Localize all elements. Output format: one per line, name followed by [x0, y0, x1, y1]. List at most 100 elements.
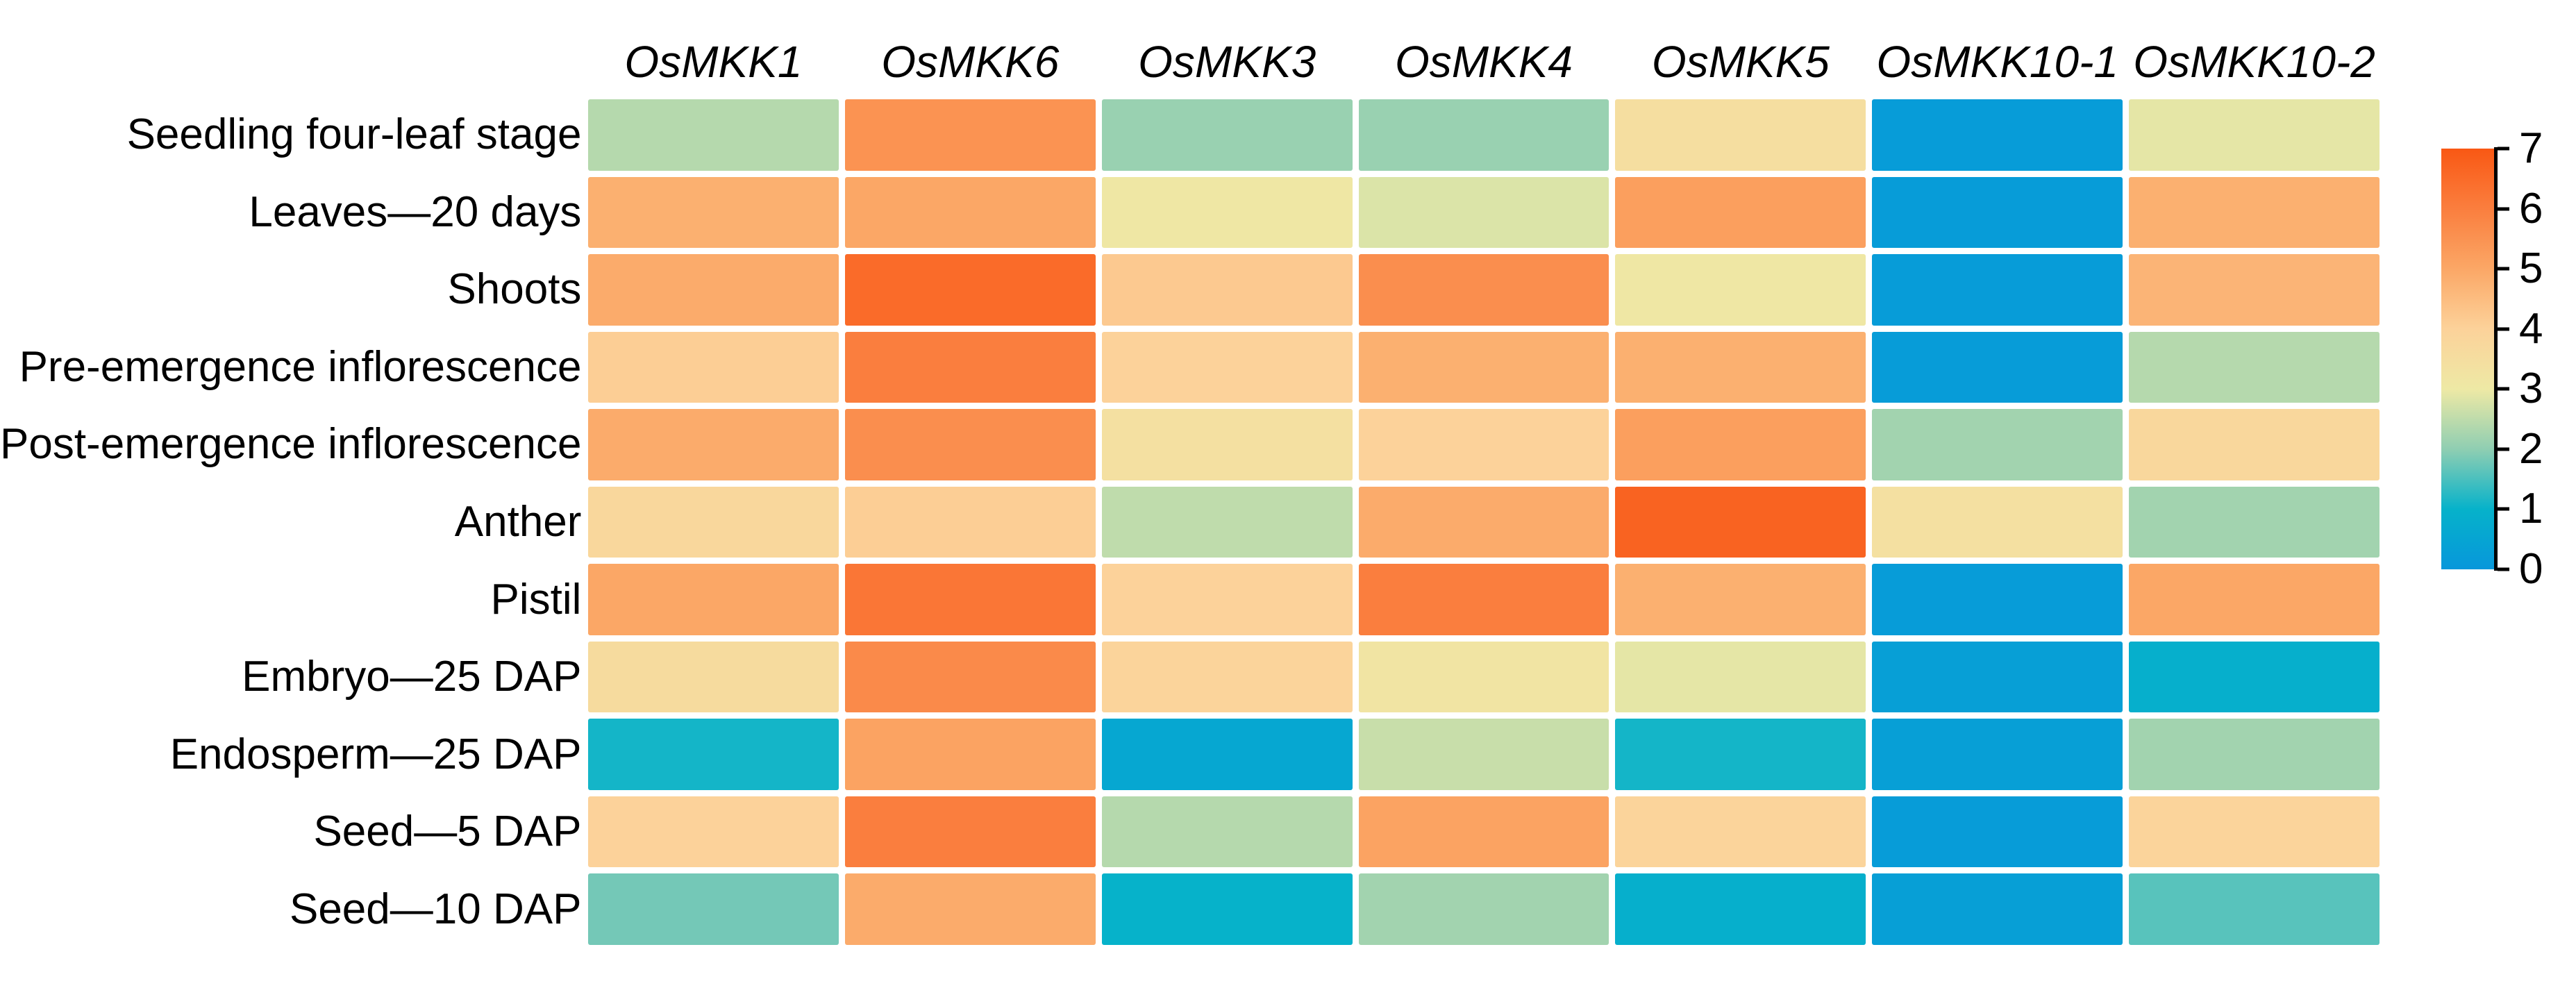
- heatmap-cell: [844, 176, 1096, 249]
- heatmap-cell: [588, 564, 839, 635]
- heatmap-cell: [1101, 873, 1353, 945]
- row-label: Post-emergence inflorescence: [0, 420, 582, 469]
- heatmap-cell: [2129, 176, 2380, 249]
- heatmap-grid: [588, 99, 2380, 945]
- heatmap-cell: [844, 564, 1096, 635]
- colorbar-tick-label: 0: [2519, 545, 2543, 593]
- colorbar-tick: [2498, 507, 2509, 511]
- heatmap-cell: [844, 719, 1096, 790]
- row-label: Pistil: [490, 575, 582, 623]
- heatmap-cell: [1872, 331, 2123, 403]
- colorbar-tick-label: 4: [2519, 304, 2543, 353]
- colorbar-tick: [2498, 567, 2509, 571]
- heatmap-cell: [1615, 564, 1866, 635]
- row-label: Endosperm—25 DAP: [169, 730, 582, 778]
- heatmap-cell: [1101, 641, 1353, 713]
- column-header: OsMKK6: [881, 37, 1060, 87]
- heatmap-cell: [588, 641, 839, 713]
- heatmap-cell: [2129, 99, 2380, 171]
- heatmap-cell: [588, 176, 839, 249]
- heatmap-cell: [1101, 409, 1353, 480]
- heatmap-cell: [588, 409, 839, 480]
- heatmap-cell: [1872, 409, 2123, 480]
- heatmap-cell: [1358, 409, 1609, 480]
- heatmap-cell: [844, 331, 1096, 403]
- row-label: Seed—10 DAP: [289, 885, 582, 933]
- heatmap-cell: [844, 409, 1096, 480]
- colorbar-tick-label: 3: [2519, 365, 2543, 413]
- heatmap-cell: [844, 873, 1096, 945]
- heatmap-cell: [2129, 796, 2380, 868]
- heatmap-cell: [1615, 796, 1866, 868]
- column-header: OsMKK1: [624, 37, 803, 87]
- row-label: Shoots: [447, 265, 582, 314]
- heatmap-cell: [2129, 486, 2380, 558]
- heatmap-cell: [1358, 796, 1609, 868]
- heatmap-cell: [1358, 331, 1609, 403]
- heatmap-cell: [1615, 331, 1866, 403]
- heatmap-cell: [844, 254, 1096, 326]
- colorbar-tick-label: 6: [2519, 184, 2543, 233]
- heatmap-cell: [1358, 719, 1609, 790]
- heatmap-cell: [1872, 796, 2123, 868]
- row-label: Pre-emergence inflorescence: [19, 342, 582, 391]
- colorbar-tick-label: 5: [2519, 244, 2543, 293]
- column-headers: OsMKK1 OsMKK6 OsMKK3 OsMKK4 OsMKK5 OsMKK10-1 O…: [588, 0, 2380, 99]
- heatmap-cell: [1615, 99, 1866, 171]
- heatmap-cell: [1358, 564, 1609, 635]
- heatmap-cell: [1615, 176, 1866, 249]
- heatmap-cell: [2129, 564, 2380, 635]
- heatmap-cell: [1101, 99, 1353, 171]
- colorbar-tick: [2498, 207, 2509, 211]
- heatmap-cell: [844, 796, 1096, 868]
- heatmap-cell: [2129, 873, 2380, 945]
- colorbar-tick: [2498, 447, 2509, 451]
- row-label: Seedling four-leaf stage: [126, 110, 582, 159]
- heatmap-cell: [1615, 873, 1866, 945]
- heatmap-cell: [844, 641, 1096, 713]
- heatmap-cell: [844, 486, 1096, 558]
- heatmap-cell: [1358, 641, 1609, 713]
- row-label: Anther: [454, 497, 582, 546]
- heatmap-cell: [1358, 486, 1609, 558]
- heatmap-cell: [588, 796, 839, 868]
- heatmap-cell: [1872, 873, 2123, 945]
- heatmap-cell: [588, 331, 839, 403]
- column-header: OsMKK3: [1138, 37, 1316, 87]
- column-header: OsMKK4: [1394, 37, 1573, 87]
- heatmap-cell: [1872, 564, 2123, 635]
- colorbar-axis-line: [2494, 147, 2498, 571]
- heatmap-cell: [1872, 641, 2123, 713]
- heatmap-cell: [588, 873, 839, 945]
- heatmap-cell: [588, 486, 839, 558]
- row-label: Seed—5 DAP: [313, 807, 582, 856]
- heatmap-cell: [1615, 486, 1866, 558]
- colorbar-tick: [2498, 327, 2509, 331]
- heatmap-cell: [1101, 331, 1353, 403]
- colorbar-tick-label: 1: [2519, 485, 2543, 533]
- heatmap-cell: [588, 254, 839, 326]
- heatmap-cell: [1872, 486, 2123, 558]
- row-labels: Seedling four-leaf stage Leaves—20 days Sh…: [0, 99, 581, 945]
- heatmap-cell: [1872, 719, 2123, 790]
- heatmap-cell: [2129, 331, 2380, 403]
- colorbar-tick-label: 7: [2519, 124, 2543, 172]
- heatmap-cell: [588, 99, 839, 171]
- colorbar-tick: [2498, 387, 2509, 391]
- heatmap-cell: [1358, 254, 1609, 326]
- colorbar-tick-label: 2: [2519, 424, 2543, 473]
- heatmap-cell: [1872, 99, 2123, 171]
- heatmap-cell: [1872, 176, 2123, 249]
- colorbar: 0 1 2 3 4 5 6 7: [2441, 127, 2576, 591]
- column-header: OsMKK5: [1651, 37, 1830, 87]
- heatmap-cell: [1615, 409, 1866, 480]
- row-label: Leaves—20 days: [249, 187, 582, 236]
- heatmap-cell: [2129, 641, 2380, 713]
- column-header: OsMKK10-2: [2133, 37, 2375, 87]
- column-header: OsMKK10-1: [1876, 37, 2118, 87]
- heatmap-cell: [1101, 719, 1353, 790]
- heatmap-cell: [2129, 254, 2380, 326]
- row-label: Embryo—25 DAP: [242, 653, 582, 701]
- colorbar-tick: [2498, 267, 2509, 271]
- heatmap-cell: [1358, 99, 1609, 171]
